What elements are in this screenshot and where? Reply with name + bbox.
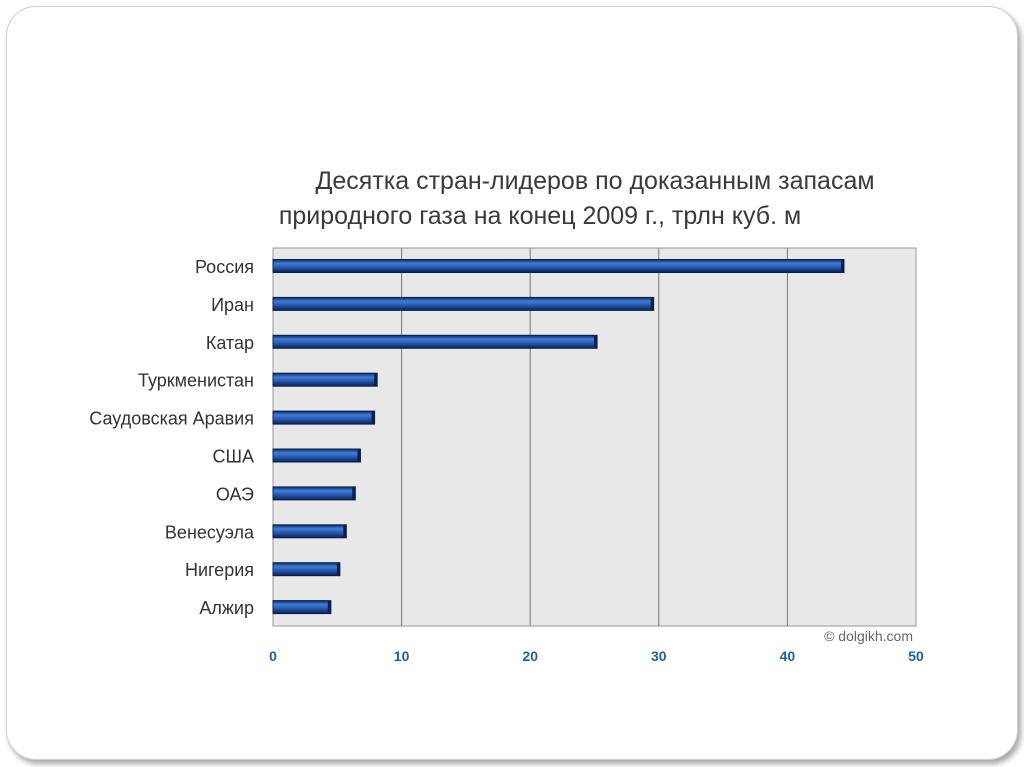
chart-title-line-2: природного газа на конец 2009 г., трлн к…: [278, 202, 802, 230]
bar: [272, 296, 655, 311]
watermark-text: © dolgikh.com: [824, 628, 913, 644]
bar: [272, 600, 332, 615]
bar: [272, 448, 361, 463]
category-label: Саудовская Аравия: [89, 409, 254, 429]
bar-end-cap: [374, 373, 378, 387]
bar: [272, 410, 376, 425]
bar-end-cap: [650, 297, 654, 311]
bar: [272, 524, 347, 539]
category-label: Иран: [211, 295, 254, 315]
x-tick-label: 0: [269, 648, 277, 664]
category-label: ОАЭ: [216, 484, 254, 504]
bar: [272, 372, 378, 387]
category-label: Катар: [206, 333, 254, 353]
category-label: Туркменистан: [138, 371, 254, 391]
category-label: Венесуэла: [165, 522, 255, 542]
category-label: Россия: [195, 257, 254, 277]
category-label: США: [212, 447, 254, 467]
x-tick-label: 50: [908, 648, 924, 664]
chart-title-line-1: Десятка стран-лидеров по доказанным запа…: [315, 167, 875, 195]
x-tick-label: 10: [394, 648, 410, 664]
category-label: Нигерия: [185, 560, 254, 580]
bar-end-cap: [371, 411, 375, 425]
category-labels: Россия Иран Катар Туркменистан Саудовская Ар…: [89, 257, 255, 618]
bar-end-cap: [352, 486, 356, 500]
bar: [272, 486, 356, 501]
x-tick-label: 40: [780, 648, 796, 664]
bars: [272, 259, 845, 615]
grid-lines: [401, 248, 788, 626]
bar: [272, 259, 845, 273]
bar-end-cap: [594, 335, 598, 349]
bar-end-cap: [327, 600, 331, 614]
bar-end-cap: [357, 449, 361, 462]
x-axis-ticks: 0 10 20 30 40 50: [269, 648, 924, 664]
x-tick-label: 20: [522, 648, 538, 664]
category-label: Алжир: [199, 598, 254, 618]
bar: [272, 334, 598, 349]
bar-end-cap: [336, 562, 340, 576]
x-tick-label: 30: [651, 648, 667, 664]
plot-area: [272, 247, 917, 627]
bar-end-cap: [840, 259, 844, 273]
bar: [272, 562, 341, 577]
bar-end-cap: [343, 524, 347, 538]
